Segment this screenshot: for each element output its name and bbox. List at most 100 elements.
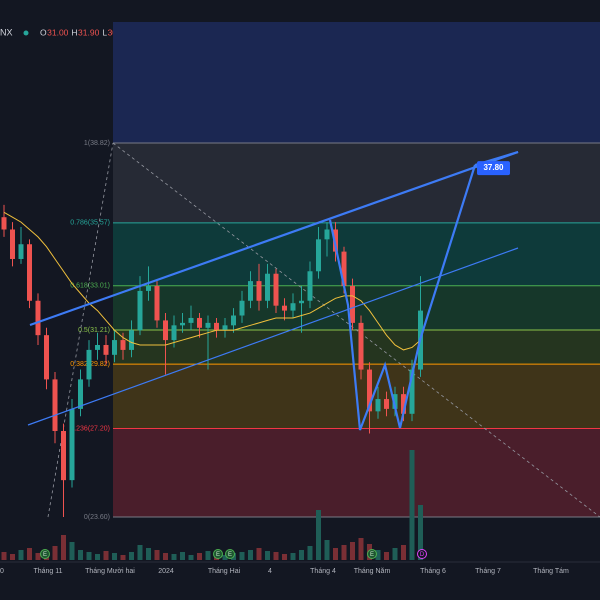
volume-bar	[61, 535, 66, 560]
candle-body	[375, 399, 381, 412]
candle-body	[205, 322, 211, 328]
event-marker	[40, 549, 50, 559]
volume-bar	[307, 546, 313, 560]
volume-bar	[10, 554, 15, 560]
volume-bar	[316, 510, 321, 560]
candle-body	[171, 325, 177, 341]
moving-average	[3, 211, 421, 351]
fib-zone	[113, 330, 600, 365]
volume-bar	[341, 545, 347, 560]
event-letter: E	[370, 552, 374, 558]
pattern-line	[328, 164, 477, 431]
volume-bar	[35, 553, 41, 560]
volume-bar	[239, 552, 245, 560]
volume-bar	[1, 552, 7, 560]
channel-lower	[27, 247, 519, 426]
fib-label: 0(23.60)	[84, 514, 110, 521]
candle-body	[112, 340, 117, 355]
time-label: 4	[268, 568, 272, 575]
candle-body	[367, 369, 372, 412]
candle-body	[95, 344, 100, 350]
candle-body	[239, 300, 245, 316]
volume-bar	[95, 554, 100, 560]
candle-body	[316, 239, 321, 272]
volume-bar	[103, 551, 109, 560]
event-letter: E	[216, 552, 220, 558]
candle-body	[146, 286, 151, 291]
candle-body	[384, 399, 389, 409]
volume-bar	[112, 553, 117, 560]
event-marker	[213, 549, 223, 559]
volume-bar	[409, 450, 415, 560]
volume-bar	[392, 548, 398, 560]
ohlc-key: O	[40, 27, 47, 37]
volume-bar	[27, 548, 32, 560]
candle-body	[197, 317, 202, 328]
candle-body	[401, 394, 406, 414]
candle-body	[10, 229, 15, 259]
volume-bar	[375, 550, 381, 560]
time-label: 2024	[158, 568, 174, 575]
candle-body	[120, 340, 126, 350]
volume-bar	[163, 553, 168, 560]
candle-body	[180, 322, 185, 326]
fib-label: 0.236(27.20)	[70, 425, 110, 432]
candle-body	[35, 300, 41, 336]
fib-diagonal	[112, 142, 600, 518]
volume-bar	[188, 555, 194, 560]
candle-body	[1, 217, 7, 230]
candle-body	[333, 229, 338, 252]
volume-bar	[137, 545, 143, 560]
candle-body	[129, 330, 134, 350]
volume-bar	[222, 555, 228, 560]
volume-bar	[299, 550, 304, 560]
candle-body	[231, 315, 236, 326]
candle-body	[188, 317, 194, 323]
candle-body	[265, 273, 270, 301]
volume-bar	[78, 550, 83, 560]
candle-body	[350, 286, 355, 323]
volume-bar	[333, 548, 338, 560]
volume-bar	[358, 538, 364, 560]
volume-bar	[384, 552, 389, 560]
volume-bar	[418, 505, 423, 560]
fib-zone	[113, 22, 600, 143]
fib-zone	[113, 222, 600, 286]
volume-bar	[350, 542, 355, 560]
fib-label: 1(38.82)	[84, 140, 110, 147]
candle-body	[358, 322, 364, 370]
fib-label: 0.5(31.21)	[78, 327, 110, 334]
ohlc-value: 31.00	[47, 27, 69, 37]
candle-body	[18, 244, 24, 259]
candle-body	[78, 379, 83, 409]
time-label: Tháng 4	[310, 568, 336, 575]
candle-body	[52, 379, 58, 431]
candle-body	[341, 251, 347, 287]
time-label: Tháng Tám	[533, 568, 569, 575]
candle-body	[103, 344, 109, 355]
time-label: Tháng Năm	[354, 568, 391, 575]
volume-bar	[256, 548, 262, 560]
volume-bar	[273, 552, 279, 560]
header-bar	[0, 0, 600, 22]
candle-body	[409, 369, 415, 414]
candle-body	[214, 322, 219, 331]
volume-bar	[18, 550, 24, 560]
event-marker	[367, 549, 377, 559]
candle-body	[248, 281, 253, 301]
volume-bar	[248, 550, 253, 560]
volume-bar	[282, 554, 287, 560]
event-marker	[225, 549, 235, 559]
event-letter: E	[228, 552, 232, 558]
candle-body	[27, 244, 32, 301]
candle-body	[324, 229, 330, 240]
candle-body	[256, 281, 262, 301]
candle-body	[61, 430, 66, 481]
channel-upper	[29, 150, 519, 327]
candle-body	[273, 273, 279, 306]
candle-body	[137, 290, 143, 331]
volume-bar	[180, 552, 185, 560]
time-label: Tháng 7	[475, 568, 501, 575]
candle-body	[44, 335, 49, 380]
time-label: Tháng Hai	[208, 568, 241, 575]
